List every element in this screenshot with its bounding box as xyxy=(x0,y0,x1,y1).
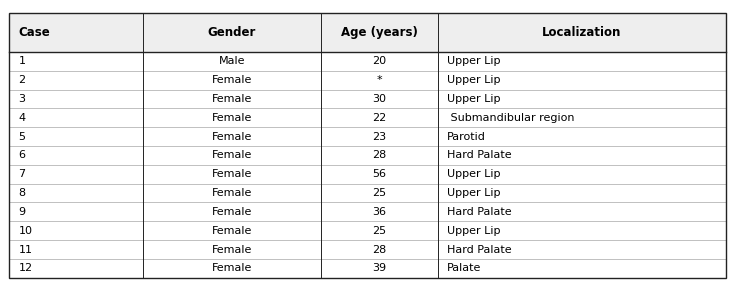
Text: Submandibular region: Submandibular region xyxy=(448,113,575,123)
Text: Female: Female xyxy=(212,169,252,179)
Text: 5: 5 xyxy=(18,132,26,142)
Text: Hard Palate: Hard Palate xyxy=(448,207,512,217)
Text: Female: Female xyxy=(212,226,252,236)
Text: 11: 11 xyxy=(18,245,32,254)
Text: Male: Male xyxy=(219,57,245,66)
Text: Hard Palate: Hard Palate xyxy=(448,245,512,254)
Text: Upper Lip: Upper Lip xyxy=(448,57,501,66)
Text: 6: 6 xyxy=(18,151,26,160)
Text: Hard Palate: Hard Palate xyxy=(448,151,512,160)
Text: Upper Lip: Upper Lip xyxy=(448,188,501,198)
Text: 28: 28 xyxy=(372,151,387,160)
Text: 3: 3 xyxy=(18,94,26,104)
Bar xyxy=(9,13,726,52)
Text: 9: 9 xyxy=(18,207,26,217)
Text: Gender: Gender xyxy=(208,26,256,39)
Text: Female: Female xyxy=(212,263,252,273)
Text: 56: 56 xyxy=(373,169,387,179)
Text: Female: Female xyxy=(212,207,252,217)
Text: Female: Female xyxy=(212,132,252,142)
Text: 8: 8 xyxy=(18,188,26,198)
Text: 12: 12 xyxy=(18,263,32,273)
Text: Upper Lip: Upper Lip xyxy=(448,94,501,104)
Text: Palate: Palate xyxy=(448,263,481,273)
Text: 36: 36 xyxy=(373,207,387,217)
Text: 28: 28 xyxy=(372,245,387,254)
Text: 25: 25 xyxy=(372,226,387,236)
Text: 4: 4 xyxy=(18,113,26,123)
Text: Female: Female xyxy=(212,151,252,160)
Text: Parotid: Parotid xyxy=(448,132,487,142)
Text: Upper Lip: Upper Lip xyxy=(448,75,501,85)
Text: 10: 10 xyxy=(18,226,32,236)
Text: Female: Female xyxy=(212,113,252,123)
Text: Case: Case xyxy=(18,26,50,39)
Text: 22: 22 xyxy=(372,113,387,123)
Text: Female: Female xyxy=(212,94,252,104)
Text: Upper Lip: Upper Lip xyxy=(448,169,501,179)
Text: 20: 20 xyxy=(372,57,387,66)
Text: Female: Female xyxy=(212,75,252,85)
Text: Female: Female xyxy=(212,245,252,254)
Text: 23: 23 xyxy=(372,132,387,142)
Text: Age (years): Age (years) xyxy=(341,26,417,39)
Text: Female: Female xyxy=(212,188,252,198)
Text: *: * xyxy=(376,75,382,85)
Text: 39: 39 xyxy=(372,263,387,273)
Text: 2: 2 xyxy=(18,75,26,85)
Text: 1: 1 xyxy=(18,57,26,66)
Text: 7: 7 xyxy=(18,169,26,179)
Text: 25: 25 xyxy=(372,188,387,198)
Text: Localization: Localization xyxy=(542,26,622,39)
Text: 30: 30 xyxy=(373,94,387,104)
Text: Upper Lip: Upper Lip xyxy=(448,226,501,236)
